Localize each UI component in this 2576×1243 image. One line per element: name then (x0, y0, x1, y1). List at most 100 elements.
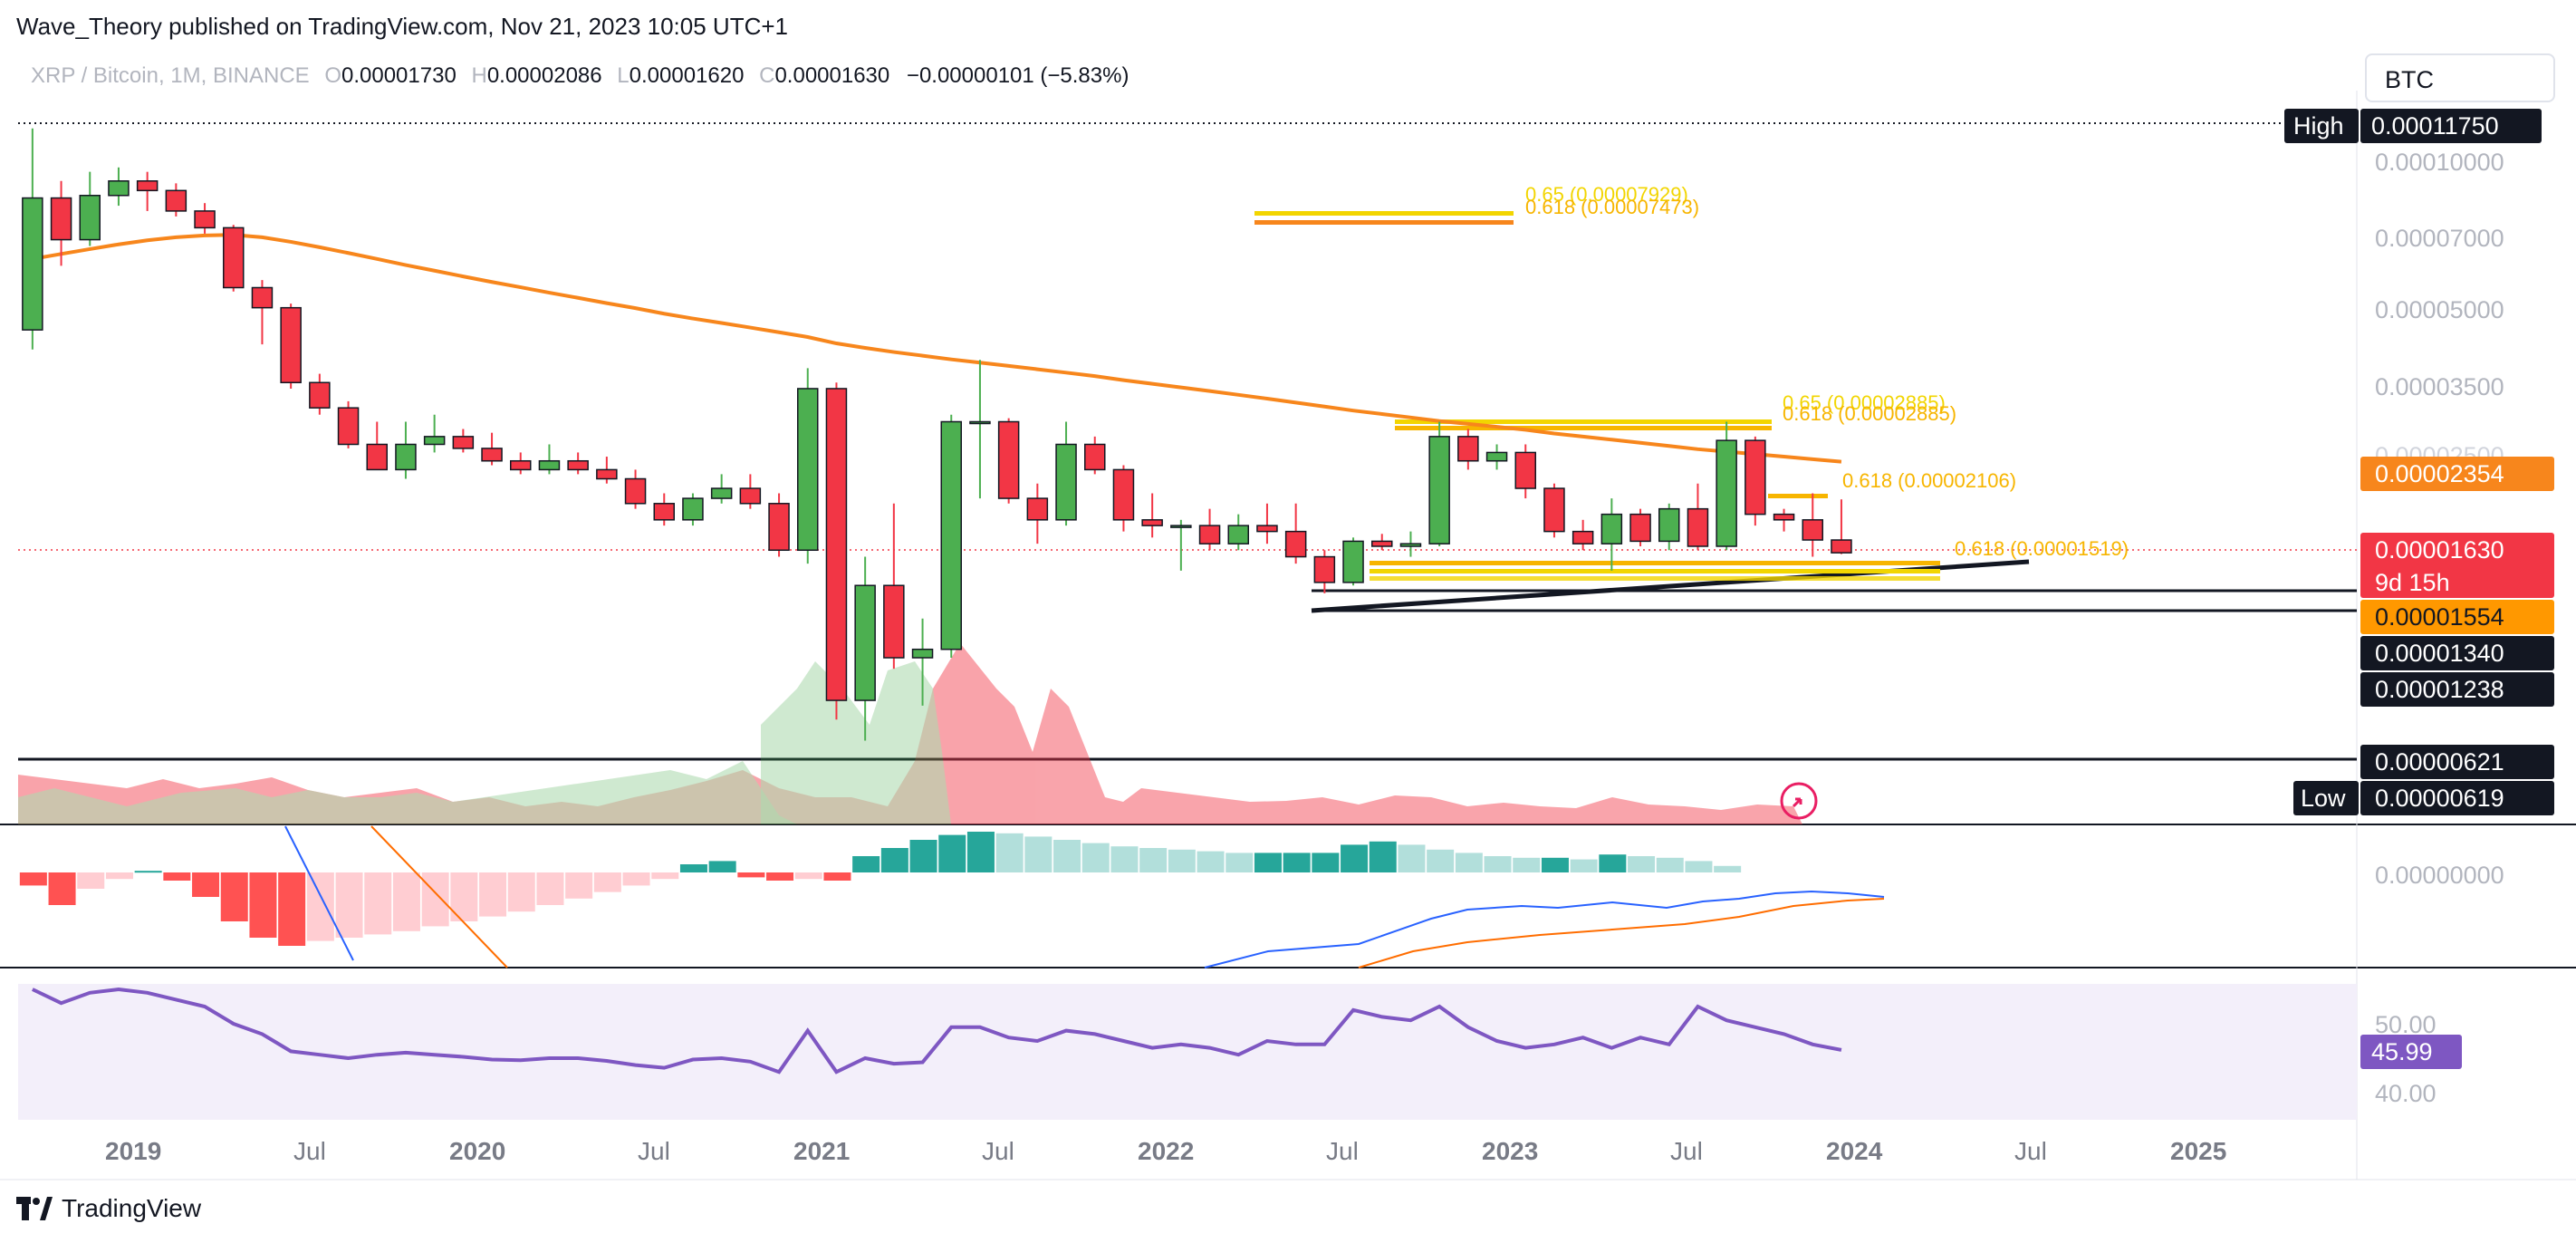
macd-hist-bar (192, 872, 220, 897)
candle (79, 171, 101, 246)
candle-body (911, 648, 934, 659)
candle-body (423, 436, 446, 446)
candle-body (739, 487, 762, 505)
macd-hist-bar (1081, 843, 1110, 872)
symbol-name[interactable]: XRP / Bitcoin, 1M, BINANCE (31, 63, 310, 88)
candle (1485, 444, 1508, 470)
candle (1687, 483, 1709, 551)
candle (710, 474, 733, 504)
support1-bg (2360, 600, 2554, 634)
candle (969, 360, 991, 499)
tradingview-logo[interactable]: TradingView (16, 1194, 201, 1223)
fib-label: 0.618 (0.00002885) (1783, 402, 1956, 425)
brand-name: TradingView (62, 1194, 202, 1222)
published-line: Wave_Theory published on TradingView.com… (16, 13, 788, 40)
time-tick: Jul (1326, 1137, 1359, 1165)
clock-icon[interactable] (1780, 782, 1818, 820)
candle (1256, 503, 1278, 544)
macd-hist-bar (278, 872, 306, 946)
candle (1399, 531, 1422, 557)
candle-body (337, 407, 360, 446)
candle-body (1284, 530, 1307, 558)
macd-hist-bar (536, 872, 564, 905)
candle-body (797, 388, 819, 552)
macd-hist-bar (421, 872, 449, 927)
rsi-band (18, 984, 2357, 1120)
macd-hist-bar (1197, 851, 1225, 872)
candle-body (1371, 540, 1393, 547)
support2-value: 0.00001340 (2375, 640, 2504, 667)
candle-body (510, 459, 532, 471)
candle (854, 556, 876, 741)
high-value: 0.00011750 (2371, 112, 2499, 140)
candle-body (1170, 525, 1192, 528)
candle-layer (22, 128, 1852, 741)
candle-body (1026, 497, 1049, 521)
change-value: −0.00000101 (−5.83%) (906, 63, 1129, 88)
macd-hist-bar (507, 872, 535, 912)
macd-hist-bar (134, 871, 162, 873)
candle (1831, 499, 1852, 554)
price-tick: 0.00003500 (2375, 373, 2504, 400)
currency-button[interactable]: BTC (2365, 53, 2555, 102)
candle (395, 421, 417, 479)
macd-hist-bar (364, 872, 392, 935)
time-tick: 2024 (1826, 1137, 1883, 1165)
macd-hist-bar (220, 872, 248, 921)
macd-hist-bar (335, 872, 363, 938)
candle-body (567, 459, 589, 471)
fib-label: 0.65 (0.00007929) (1525, 183, 1688, 206)
time-tick: 2020 (449, 1137, 505, 1165)
time-tick: Jul (293, 1137, 326, 1165)
candle (1026, 483, 1049, 544)
candle (768, 493, 790, 557)
macd-hist-bar (565, 872, 593, 899)
candle (1745, 436, 1766, 526)
candle-body (710, 487, 733, 499)
candle (452, 429, 475, 453)
fib-zone-top-a (1254, 211, 1514, 216)
open-label: O (324, 63, 341, 88)
candle (1198, 508, 1221, 551)
time-tick: 2019 (105, 1137, 161, 1165)
macd-hist-bar (1168, 849, 1196, 872)
macd-hist-bar (1398, 844, 1426, 872)
time-axis: 2019 Jul 2020 Jul 2021 Jul 2022 Jul 2023… (105, 1137, 2226, 1165)
candle (366, 421, 388, 471)
candle (22, 128, 43, 350)
candle (251, 280, 274, 345)
candle-body (1687, 507, 1709, 547)
candle (223, 225, 245, 292)
close-value: 0.00001630 (774, 63, 890, 88)
symbol-legend: XRP / Bitcoin, 1M, BINANCE O0.00001730 H… (31, 63, 1129, 89)
macd-hist-bar (1312, 853, 1340, 872)
macd-hist-bar (995, 833, 1024, 872)
candle-body (825, 388, 848, 701)
candle-body (366, 443, 388, 471)
macd-hist-bar (1455, 853, 1483, 872)
candle-body (165, 189, 187, 212)
candle (1112, 465, 1135, 532)
candle-body (596, 468, 618, 480)
candle (423, 414, 446, 453)
candle-body (624, 477, 647, 505)
high-value: 0.00002086 (486, 63, 602, 88)
candle-body (1112, 468, 1135, 521)
candle-body (79, 195, 101, 241)
signal-line-recent (1358, 898, 1885, 968)
candle-body (1198, 525, 1221, 544)
fib-zone-low-a (1370, 561, 1940, 565)
candle-body (854, 584, 876, 701)
macd-hist-bar (1541, 857, 1569, 872)
rsi-line (31, 987, 1842, 1074)
candle-body (136, 180, 159, 192)
candle (1543, 483, 1565, 538)
macd-hist-bar (622, 872, 650, 886)
candle (940, 414, 962, 659)
candle (1802, 493, 1823, 557)
candle (997, 418, 1020, 504)
macd-hist-bar (1226, 853, 1254, 872)
countdown: 9d 15h (2375, 569, 2450, 596)
candle-body (481, 448, 503, 462)
